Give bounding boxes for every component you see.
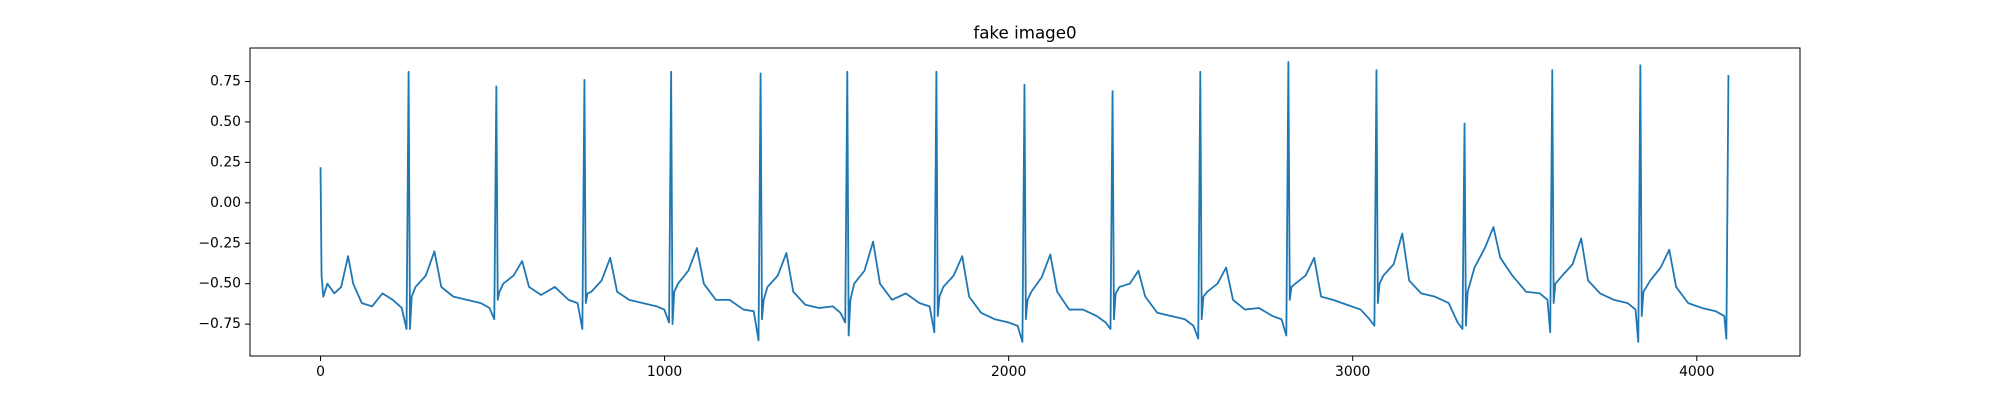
y-tick-label: 0.00 (210, 195, 241, 211)
y-tick-label: −0.25 (198, 235, 241, 251)
x-tick-label: 3000 (1335, 364, 1370, 380)
y-tick-label: −0.50 (198, 276, 241, 292)
x-tick-label: 4000 (1679, 364, 1714, 380)
y-tick-label: 0.75 (210, 73, 241, 89)
x-tick-label: 2000 (991, 364, 1026, 380)
axes-frame (249, 47, 1801, 357)
y-tick-label: 0.25 (210, 154, 241, 170)
x-tick-label: 0 (316, 364, 325, 380)
chart-title: fake image0 (973, 23, 1076, 43)
y-tick-label: 0.50 (210, 114, 241, 130)
x-tick-label: 1000 (647, 364, 682, 380)
y-tick-label: −0.75 (198, 316, 241, 332)
data-line (319, 61, 1730, 343)
